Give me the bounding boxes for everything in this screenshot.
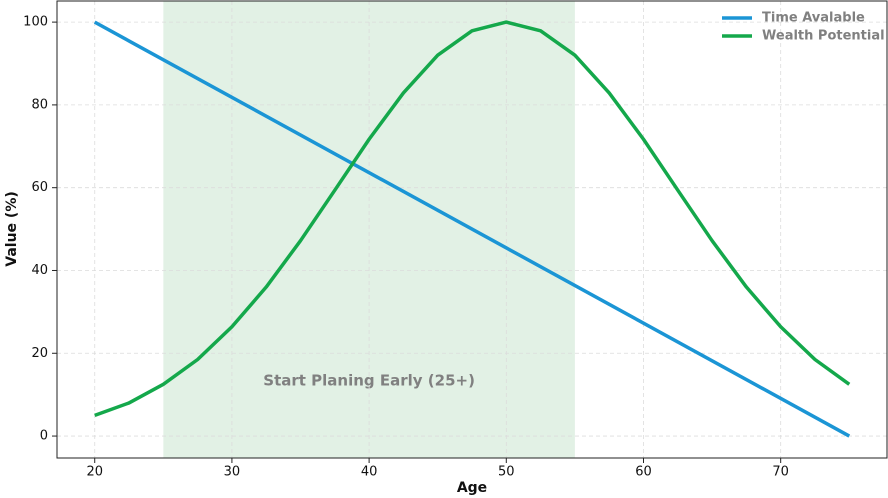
x-axis-label: Age (457, 480, 487, 496)
y-tick-label: 100 (23, 15, 48, 30)
legend-label: Time Avalable (762, 11, 865, 26)
x-tick-label: 50 (498, 465, 515, 480)
x-tick-label: 20 (86, 465, 103, 480)
y-tick-label: 0 (40, 429, 48, 444)
y-tick-label: 40 (31, 263, 48, 278)
plot-frame (56, 0, 888, 459)
x-tick-label: 60 (635, 465, 652, 480)
line (94, 20, 851, 418)
x-tick-label: 30 (224, 465, 241, 480)
legend-label: Wealth Potential (762, 29, 885, 44)
x-tick-label: 70 (772, 465, 789, 480)
x-tick-label: 40 (361, 465, 378, 480)
line (93, 20, 851, 438)
y-axis-label: Value (%) (4, 191, 20, 266)
y-tick-label: 60 (31, 180, 48, 195)
y-tick-label: 80 (31, 97, 48, 112)
y-tick-label: 20 (31, 346, 48, 361)
